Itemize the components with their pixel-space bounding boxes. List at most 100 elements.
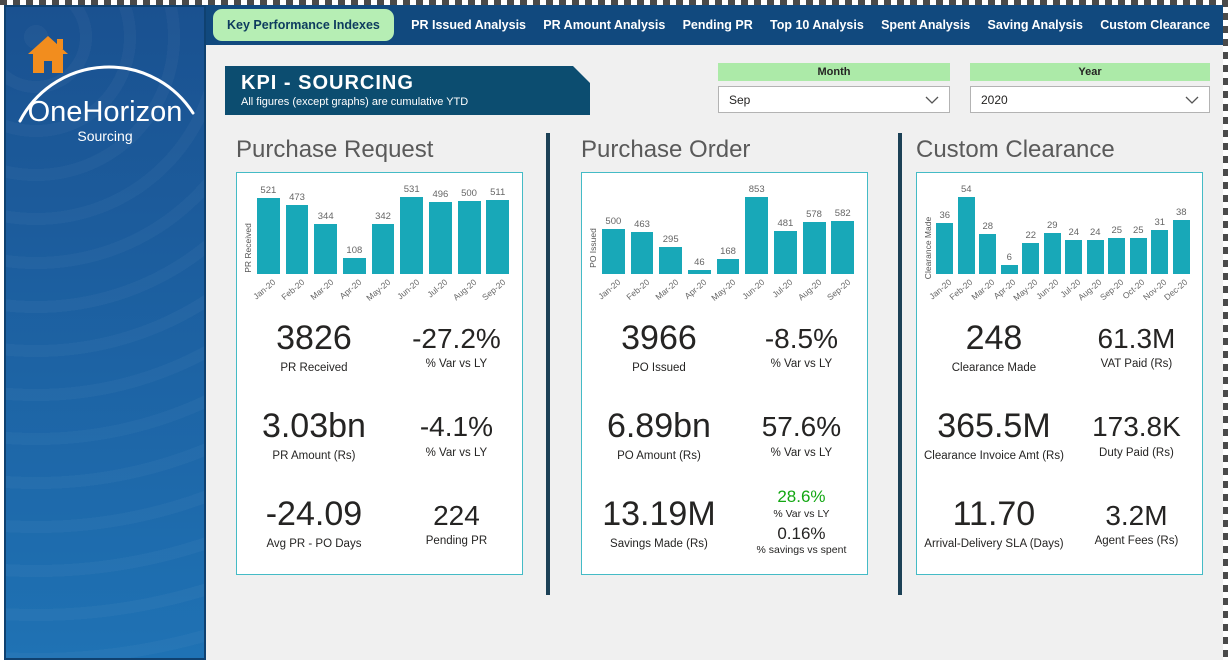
bar-may-20[interactable] [372, 224, 395, 274]
bar-slot: 342 [369, 211, 398, 274]
bar-jul-20[interactable] [1065, 240, 1082, 274]
bar-jun-20[interactable] [745, 197, 768, 274]
bar-dec-20[interactable] [1173, 220, 1190, 274]
bar-slot: 168 [714, 246, 743, 274]
bar-slot: 578 [800, 209, 829, 274]
month-dropdown[interactable]: Sep [718, 86, 950, 113]
bar-chart-custom-clearance: Clearance Made36542862229242425253138Jan… [917, 173, 1202, 303]
bar-slot: 24 [1085, 227, 1107, 274]
bar-slot: 344 [311, 211, 340, 274]
panel-card-purchase-request: PR Received521473344108342531496500511Ja… [236, 172, 523, 575]
bar-slot: 28 [977, 221, 999, 274]
x-axis-tick: Feb-20 [628, 274, 657, 303]
kpi-cell-pr-received: 3826PR Received [237, 303, 391, 391]
kpi-value-var-vs-ly: -4.1% [420, 412, 493, 441]
bar-oct-20[interactable] [1130, 238, 1147, 274]
bar-apr-20[interactable] [343, 258, 366, 274]
bar-jun-20[interactable] [400, 197, 423, 274]
bar-value-label: 36 [939, 210, 950, 221]
kpi-label: PO Issued [632, 362, 686, 374]
kpi-label: % Var vs LY [426, 358, 488, 370]
kpi-label: PR Amount (Rs) [272, 450, 355, 462]
bar-slot: 54 [956, 184, 978, 274]
tab-pending-pr[interactable]: Pending PR [683, 18, 753, 32]
bar-jan-20[interactable] [257, 198, 280, 274]
month-dropdown-value: Sep [729, 93, 750, 107]
bar-value-label: 463 [634, 219, 650, 230]
bar-mar-20[interactable] [659, 247, 682, 274]
bar-value-label: 108 [346, 245, 362, 256]
bar-sep-20[interactable] [1108, 238, 1125, 274]
bar-aug-20[interactable] [803, 222, 826, 274]
bar-jun-20[interactable] [1044, 233, 1061, 274]
kpi-cell-var-vs-ly: -4.1%% Var vs LY [391, 391, 522, 479]
bar-jul-20[interactable] [429, 202, 452, 274]
bar-value-label: 29 [1047, 220, 1058, 231]
x-axis-tick: Jun-20 [1042, 274, 1064, 303]
bar-value-label: 473 [289, 192, 305, 203]
y-axis-label: PO Issued [586, 181, 599, 303]
tab-spent-analysis[interactable]: Spent Analysis [881, 18, 970, 32]
tab-saving-analysis[interactable]: Saving Analysis [988, 18, 1083, 32]
bar-jul-20[interactable] [774, 231, 797, 274]
kpi-value-savings-vs-spent: 0.16% [777, 524, 825, 544]
kpi-label: % Var vs LY [773, 508, 829, 520]
tab-pr-amount-analysis[interactable]: PR Amount Analysis [543, 18, 665, 32]
x-axis-tick: Jun-20 [742, 274, 771, 303]
bar-value-label: 25 [1133, 225, 1144, 236]
bar-value-label: 853 [749, 184, 765, 195]
bar-slot: 853 [742, 184, 771, 274]
bar-feb-20[interactable] [958, 197, 975, 274]
x-axis-tick: Jun-20 [397, 274, 426, 303]
y-axis-label: Clearance Made [921, 181, 934, 303]
bar-mar-20[interactable] [314, 224, 337, 274]
bar-feb-20[interactable] [286, 205, 309, 274]
bar-value-label: 344 [318, 211, 334, 222]
bar-jan-20[interactable] [602, 229, 625, 274]
bar-value-label: 24 [1090, 227, 1101, 238]
x-axis-tick: Jul-20 [426, 274, 455, 303]
bar-value-label: 500 [461, 188, 477, 199]
tab-top-10-analysis[interactable]: Top 10 Analysis [770, 18, 864, 32]
page-subtitle: All figures (except graphs) are cumulati… [241, 96, 574, 108]
chevron-down-icon [1185, 96, 1199, 104]
kpi-value-pending-pr: 224 [433, 501, 480, 530]
bar-feb-20[interactable] [631, 232, 654, 274]
x-axis-tick: May-20 [714, 274, 743, 303]
kpi-label: PO Amount (Rs) [617, 450, 701, 462]
kpi-grid: 248Clearance Made61.3MVAT Paid (Rs)365.5… [917, 303, 1202, 574]
bar-aug-20[interactable] [458, 201, 481, 274]
panel-custom-clearance: Custom ClearanceClearance Made3654286222… [916, 136, 1203, 575]
tab-key-performance-indexes[interactable]: Key Performance Indexes [213, 9, 394, 41]
bar-sep-20[interactable] [831, 221, 854, 274]
tab-custom-clearance[interactable]: Custom Clearance [1100, 18, 1210, 32]
kpi-grid: 3966PO Issued-8.5%% Var vs LY6.89bnPO Am… [582, 303, 867, 574]
kpi-value-pr-amount-rs: 3.03bn [262, 409, 366, 445]
bar-aug-20[interactable] [1087, 240, 1104, 274]
tab-pr-issued-analysis[interactable]: PR Issued Analysis [411, 18, 526, 32]
year-filter: Year 2020 [970, 63, 1210, 113]
bar-may-20[interactable] [717, 259, 740, 274]
kpi-value-clearance-made: 248 [966, 321, 1023, 357]
bar-slot: 496 [426, 189, 455, 274]
bar-slot: 295 [656, 234, 685, 274]
bar-nov-20[interactable] [1151, 230, 1168, 274]
y-axis-label: PR Received [241, 181, 254, 303]
bar-apr-20[interactable] [1001, 265, 1018, 274]
bar-value-label: 342 [375, 211, 391, 222]
bar-value-label: 578 [806, 209, 822, 220]
bar-jan-20[interactable] [936, 223, 953, 274]
bar-value-label: 500 [605, 216, 621, 227]
bar-slot: 36 [934, 210, 956, 274]
bar-mar-20[interactable] [979, 234, 996, 274]
x-axis-tick: Mar-20 [311, 274, 340, 303]
kpi-label: % Var vs LY [771, 447, 833, 459]
bar-value-label: 496 [432, 189, 448, 200]
year-dropdown[interactable]: 2020 [970, 86, 1210, 113]
x-axis-tick: Aug-20 [455, 274, 484, 303]
bar-may-20[interactable] [1022, 243, 1039, 274]
bar-value-label: 531 [404, 184, 420, 195]
bar-slot: 463 [628, 219, 657, 274]
bar-sep-20[interactable] [486, 200, 509, 274]
bar-value-label: 6 [1007, 252, 1012, 263]
